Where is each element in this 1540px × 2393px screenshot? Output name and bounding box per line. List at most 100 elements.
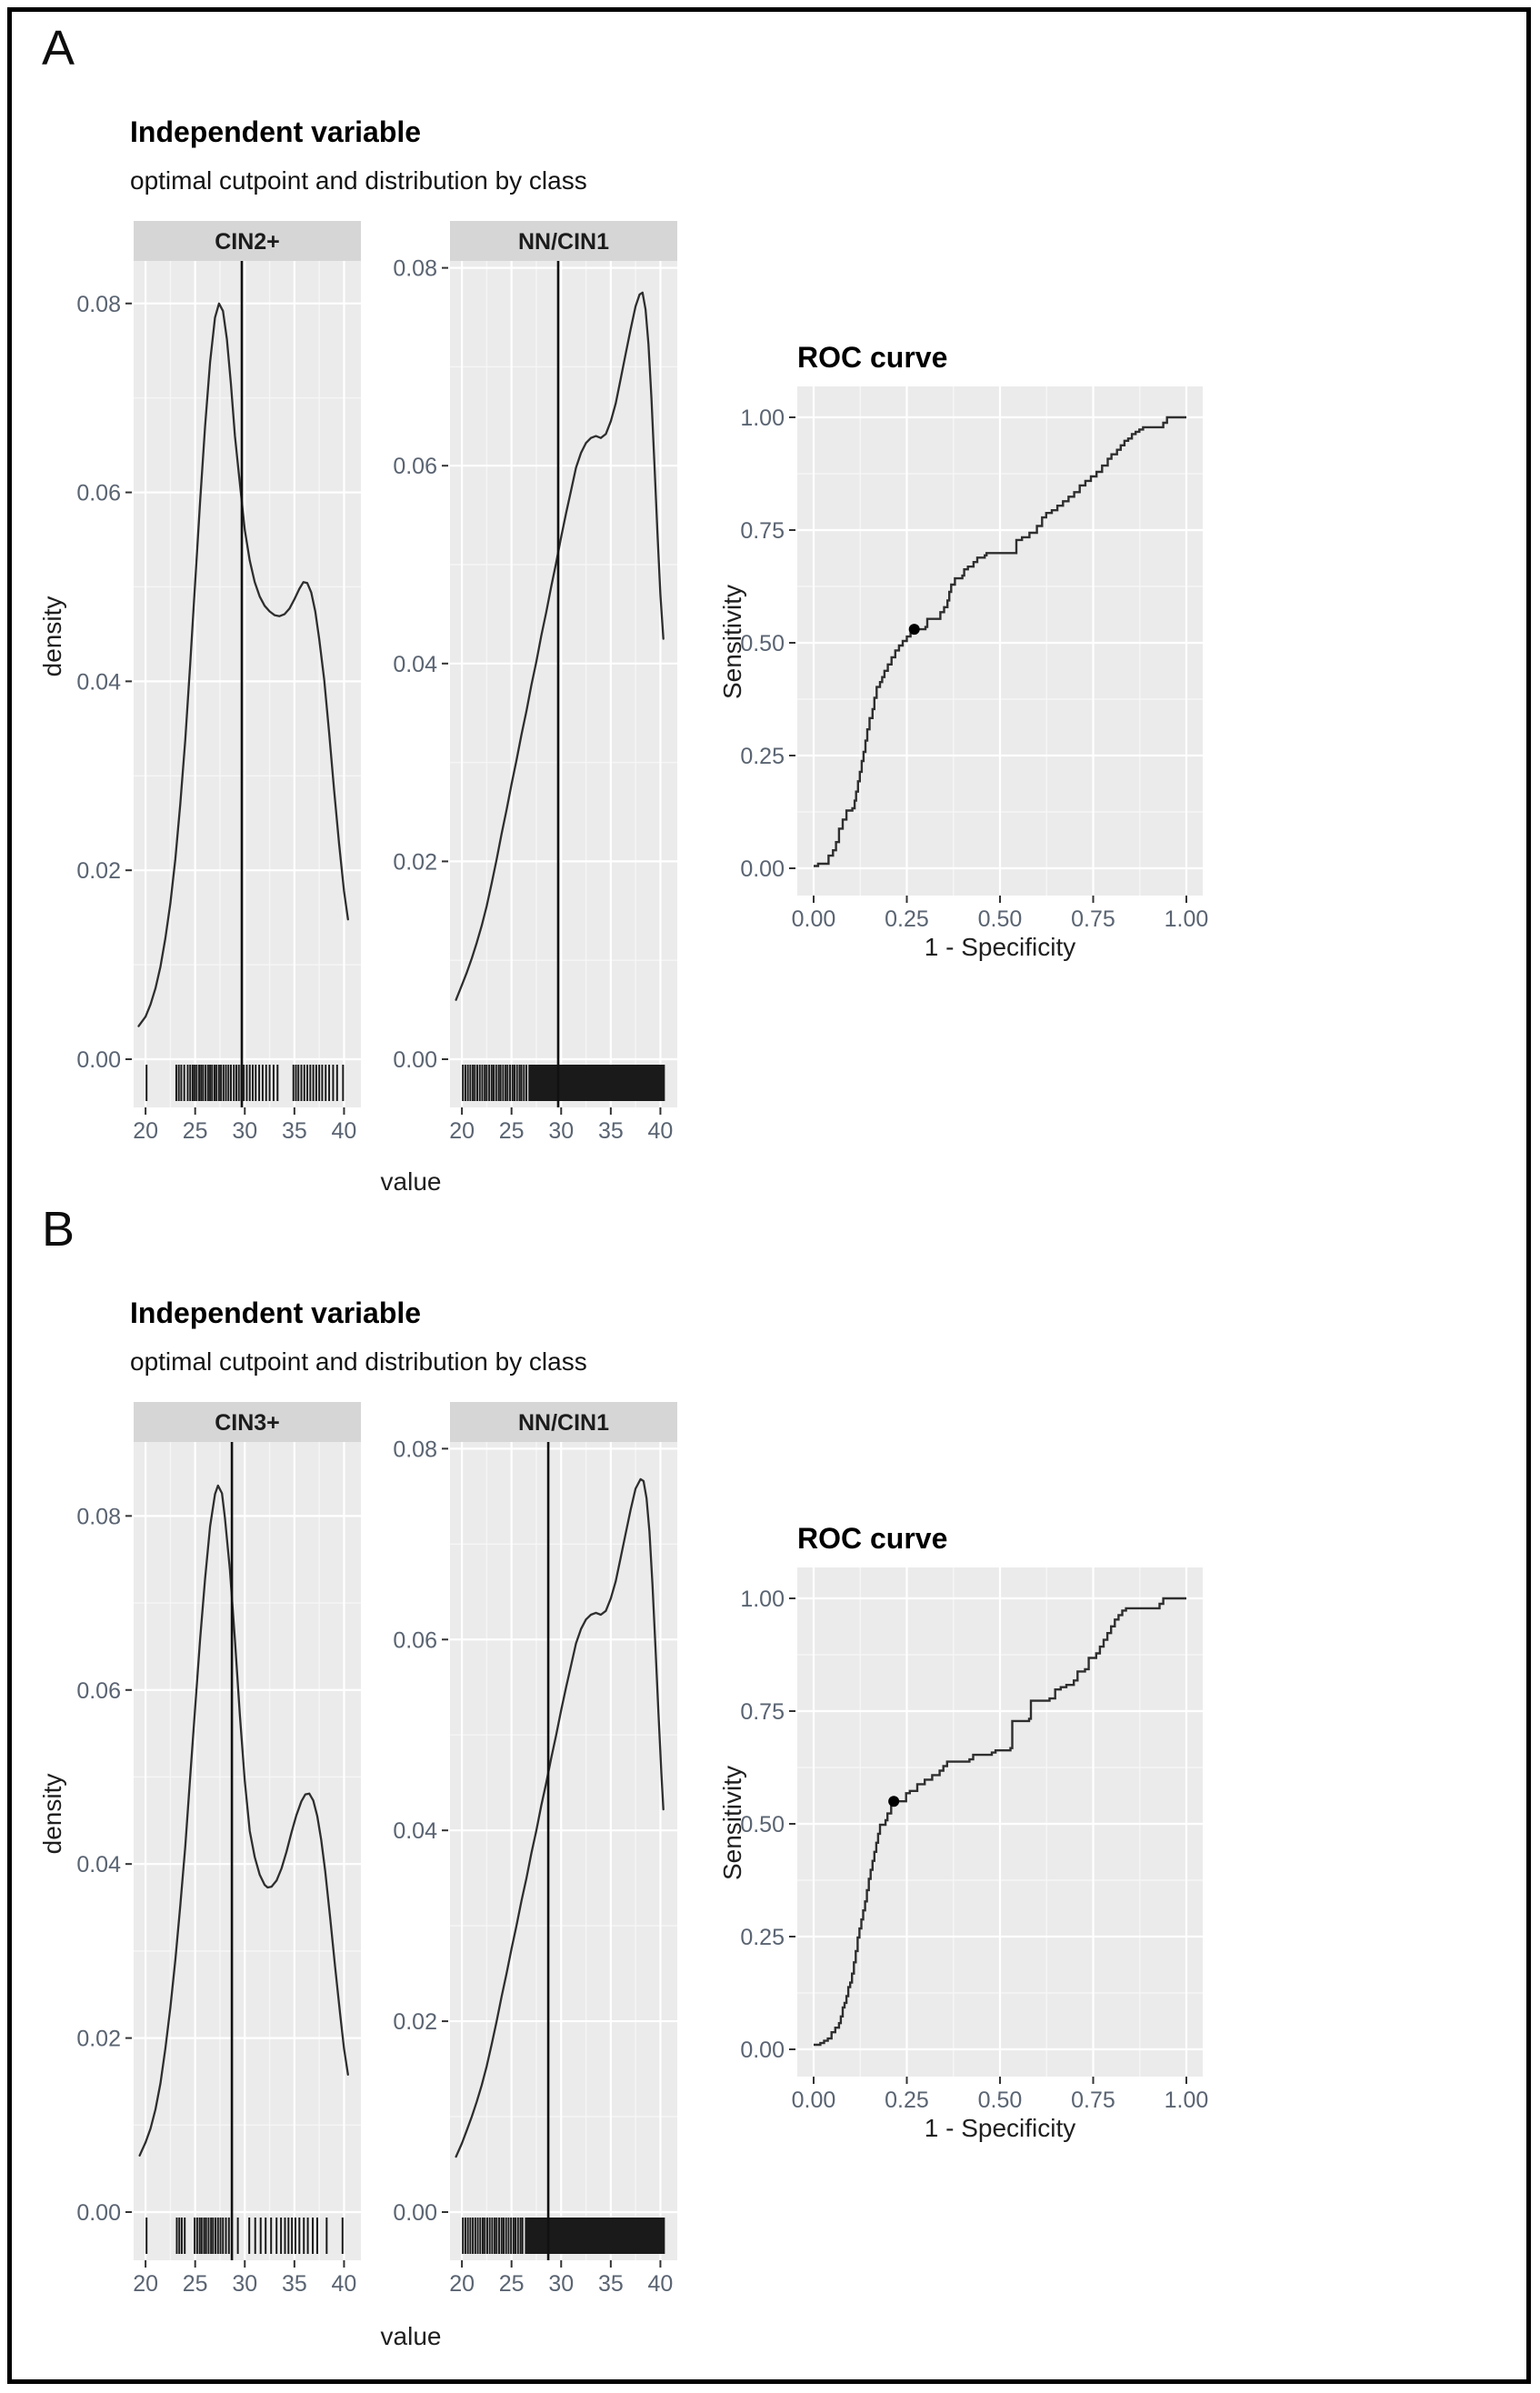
- facet-strip-label: NN/CIN1: [518, 1410, 609, 1436]
- x-tick-label: 35: [598, 1118, 624, 1144]
- y-tick-label: 0.08: [393, 1437, 437, 1462]
- plot-panel: [134, 261, 361, 1107]
- y-tick-label: 0.04: [393, 1818, 437, 1844]
- y-tick-label: 0.00: [740, 2038, 785, 2063]
- y-tick-label: 0.00: [740, 856, 785, 882]
- panel-b-roc-title: ROC curve: [797, 1522, 948, 1555]
- y-tick-label: 0.04: [76, 669, 121, 695]
- x-tick-label: 1.00: [1165, 2088, 1209, 2113]
- y-tick-label: 0.25: [740, 1925, 785, 1950]
- x-tick-label: 0.00: [792, 906, 836, 932]
- x-tick-label: 40: [648, 1118, 674, 1144]
- y-tick-label: 0.75: [740, 1699, 785, 1725]
- x-tick-label: 25: [499, 1118, 525, 1144]
- panel-b-density-xlabel: value: [380, 2322, 442, 2350]
- x-tick-label: 40: [332, 2271, 357, 2297]
- density-curve: [138, 1484, 349, 2157]
- x-tick-label: 20: [133, 1118, 158, 1144]
- panel-a-density-xlabel: value: [380, 1167, 442, 1196]
- y-tick-label: 0.08: [76, 292, 121, 317]
- panel-b-density-subtitle: optimal cutpoint and distribution by cla…: [130, 1347, 587, 1376]
- x-tick-label: 25: [183, 2271, 208, 2297]
- x-tick-label: 35: [282, 2271, 307, 2297]
- panel-a-density-subtitle: optimal cutpoint and distribution by cla…: [130, 166, 587, 195]
- x-tick-label: 30: [232, 2271, 257, 2297]
- y-tick-label: 0.04: [393, 652, 437, 677]
- y-tick-label: 0.02: [393, 2009, 437, 2035]
- y-tick-label: 0.50: [740, 631, 785, 656]
- panel-a-roc-title: ROC curve: [797, 341, 948, 374]
- facet-strip: [134, 1402, 361, 1442]
- x-tick-label: 25: [499, 2271, 525, 2297]
- density-curve: [455, 291, 665, 1001]
- facet-strip-label: NN/CIN1: [518, 229, 609, 255]
- x-tick-label: 0.50: [978, 2088, 1023, 2113]
- x-tick-label: 0.75: [1071, 2088, 1115, 2113]
- roc-curve: [814, 416, 1186, 867]
- x-tick-label: 1.00: [1165, 906, 1209, 932]
- x-tick-label: 35: [598, 2271, 624, 2297]
- x-tick-label: 40: [648, 2271, 674, 2297]
- panel-b-density-ylabel: density: [38, 1773, 66, 1855]
- x-tick-label: 20: [449, 1118, 475, 1144]
- y-tick-label: 0.75: [740, 518, 785, 544]
- panel-a-roc-xlabel: 1 - Specificity: [924, 933, 1076, 961]
- y-tick-label: 0.00: [393, 1047, 437, 1073]
- panel-a-density-title: Independent variable: [130, 115, 422, 148]
- panel-b-letter: B: [42, 1202, 75, 1257]
- y-tick-label: 0.00: [393, 2200, 437, 2226]
- panel-b-roc-ylabel: Sensitivity: [718, 1765, 746, 1881]
- facet-strip: [134, 221, 361, 261]
- y-tick-label: 0.06: [393, 454, 437, 479]
- panel-b-density-title: Independent variable: [130, 1297, 422, 1329]
- y-tick-label: 0.02: [393, 849, 437, 875]
- plot-panel: [450, 1442, 677, 2260]
- x-tick-label: 30: [548, 1118, 574, 1144]
- facet-strip: [450, 221, 677, 261]
- x-tick-label: 0.50: [978, 906, 1023, 932]
- x-tick-label: 30: [548, 2271, 574, 2297]
- optimal-point-dot: [908, 624, 920, 636]
- roc-curve: [814, 1597, 1186, 2047]
- x-tick-label: 0.00: [792, 2088, 836, 2113]
- y-tick-label: 0.00: [76, 1047, 121, 1073]
- y-tick-label: 0.08: [393, 256, 437, 282]
- facet-strip-label: CIN3+: [215, 1410, 280, 1436]
- y-tick-label: 0.06: [76, 1678, 121, 1704]
- density-curve: [455, 1477, 665, 2158]
- y-tick-label: 0.50: [740, 1812, 785, 1837]
- y-tick-label: 0.02: [76, 858, 121, 884]
- y-tick-label: 0.04: [76, 1852, 121, 1877]
- x-tick-label: 0.25: [885, 906, 929, 932]
- facet-strip: [450, 1402, 677, 1442]
- x-tick-label: 35: [282, 1118, 307, 1144]
- panel-a-density-ylabel: density: [38, 596, 66, 677]
- panel-b-roc-xlabel: 1 - Specificity: [924, 2114, 1076, 2142]
- y-tick-label: 0.00: [76, 2200, 121, 2226]
- y-tick-label: 1.00: [740, 406, 785, 431]
- optimal-point-dot: [888, 1796, 900, 1807]
- rug-band: [528, 1065, 665, 1101]
- x-tick-label: 20: [449, 2271, 475, 2297]
- panel-a-roc-ylabel: Sensitivity: [718, 584, 746, 700]
- x-tick-label: 30: [232, 1118, 257, 1144]
- plot-panel: [134, 1442, 361, 2260]
- y-tick-label: 1.00: [740, 1587, 785, 1612]
- y-tick-label: 0.06: [76, 481, 121, 506]
- x-tick-label: 0.75: [1071, 906, 1115, 932]
- density-curve: [137, 302, 349, 1027]
- x-tick-label: 25: [183, 1118, 208, 1144]
- y-tick-label: 0.25: [740, 744, 785, 769]
- y-tick-label: 0.02: [76, 2027, 121, 2052]
- plot-panel: [450, 261, 677, 1107]
- x-tick-label: 40: [332, 1118, 357, 1144]
- x-tick-label: 20: [133, 2271, 158, 2297]
- y-tick-label: 0.08: [76, 1504, 121, 1529]
- panel-a-letter: A: [42, 21, 75, 75]
- y-tick-label: 0.06: [393, 1627, 437, 1653]
- facet-strip-label: CIN2+: [215, 229, 280, 255]
- x-tick-label: 0.25: [885, 2088, 929, 2113]
- rug-band: [525, 2218, 665, 2254]
